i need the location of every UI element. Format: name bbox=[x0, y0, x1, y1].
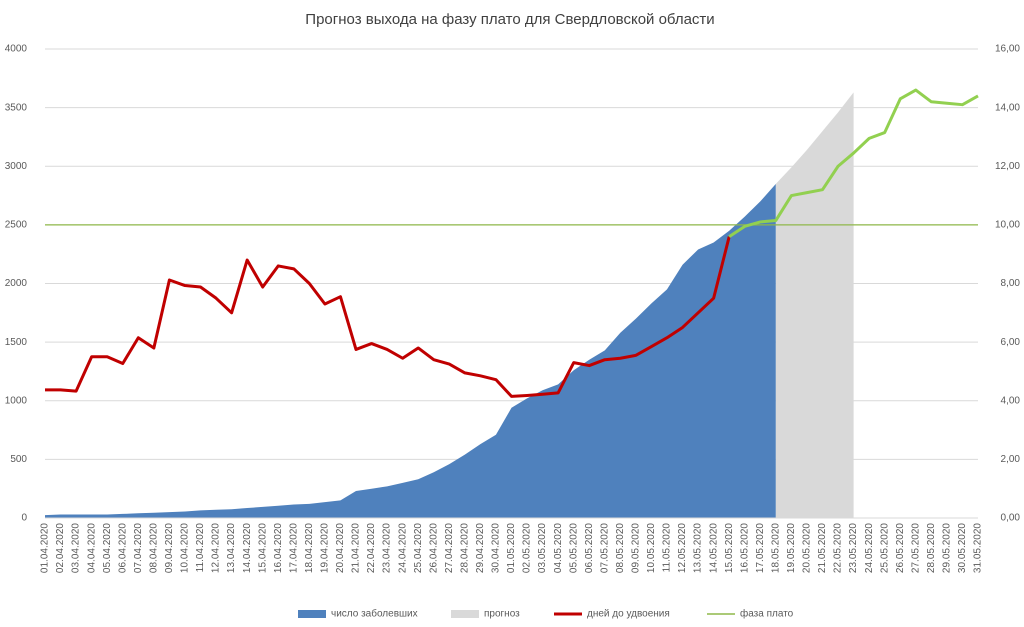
x-tick-label: 09.04.2020 bbox=[164, 523, 175, 573]
y-tick-label: 4000 bbox=[5, 44, 28, 55]
legend-label: число заболевших bbox=[331, 608, 418, 620]
y2-tick-label: 6,00 bbox=[1001, 337, 1021, 348]
area bbox=[775, 92, 854, 518]
y2-tick-label: 10,00 bbox=[995, 220, 1020, 231]
x-tick-label: 13.04.2020 bbox=[226, 523, 237, 573]
x-tick-label: 02.05.2020 bbox=[522, 523, 533, 573]
x-tick-label: 30.05.2020 bbox=[957, 523, 968, 573]
y-tick-label: 1000 bbox=[5, 395, 28, 406]
y-tick-label: 0 bbox=[21, 513, 27, 524]
x-tick-label: 18.04.2020 bbox=[304, 523, 315, 573]
x-tick-label: 04.04.2020 bbox=[86, 523, 97, 573]
x-tick-label: 11.04.2020 bbox=[195, 523, 206, 573]
x-tick-label: 23.05.2020 bbox=[848, 523, 859, 573]
y-tick-label: 3000 bbox=[5, 161, 28, 172]
legend-swatch bbox=[298, 610, 326, 618]
x-tick-label: 28.04.2020 bbox=[459, 523, 470, 573]
x-tick-label: 14.04.2020 bbox=[242, 523, 253, 573]
y2-tick-label: 8,00 bbox=[1001, 278, 1021, 289]
x-tick-label: 15.04.2020 bbox=[257, 523, 268, 573]
y-tick-label: 3500 bbox=[5, 102, 28, 113]
legend-swatch bbox=[451, 610, 479, 618]
x-tick-label: 17.05.2020 bbox=[755, 523, 766, 573]
x-tick-label: 14.05.2020 bbox=[708, 523, 719, 573]
x-tick-label: 03.04.2020 bbox=[71, 523, 82, 573]
line bbox=[728, 88, 979, 238]
x-tick-label: 12.05.2020 bbox=[677, 523, 688, 573]
x-tick-label: 29.04.2020 bbox=[475, 523, 486, 573]
line bbox=[45, 236, 731, 398]
x-tick-label: 01.05.2020 bbox=[506, 523, 517, 573]
y-tick-label: 500 bbox=[10, 454, 27, 465]
x-tick-label: 20.04.2020 bbox=[335, 523, 346, 573]
legend-label: прогноз bbox=[484, 609, 520, 620]
x-tick-label: 26.05.2020 bbox=[895, 523, 906, 573]
x-tick-label: 31.05.2020 bbox=[973, 523, 984, 573]
x-tick-label: 03.05.2020 bbox=[537, 523, 548, 573]
x-tick-label: 18.05.2020 bbox=[770, 523, 781, 573]
x-tick-label: 22.05.2020 bbox=[833, 523, 844, 573]
x-tick-label: 19.05.2020 bbox=[786, 523, 797, 573]
chart-title: Прогноз выхода на фазу плато для Свердло… bbox=[305, 11, 714, 28]
legend-label: дней до удвоения bbox=[587, 609, 670, 620]
y2-tick-label: 4,00 bbox=[1001, 395, 1021, 406]
x-tick-label: 24.04.2020 bbox=[397, 523, 408, 573]
x-tick-label: 16.05.2020 bbox=[739, 523, 750, 573]
x-tick-label: 10.05.2020 bbox=[646, 523, 657, 573]
y-tick-label: 2500 bbox=[5, 220, 28, 231]
area bbox=[45, 183, 776, 518]
x-tick-label: 27.05.2020 bbox=[910, 523, 921, 573]
y2-tick-label: 12,00 bbox=[995, 161, 1020, 172]
x-tick-label: 01.04.2020 bbox=[40, 523, 51, 573]
x-tick-label: 13.05.2020 bbox=[693, 523, 704, 573]
x-tick-label: 10.04.2020 bbox=[180, 523, 191, 573]
x-tick-label: 12.04.2020 bbox=[211, 523, 222, 573]
y2-tick-label: 2,00 bbox=[1001, 454, 1021, 465]
x-tick-label: 15.05.2020 bbox=[724, 523, 735, 573]
x-tick-label: 08.04.2020 bbox=[148, 523, 159, 573]
x-tick-label: 08.05.2020 bbox=[615, 523, 626, 573]
x-tick-label: 05.05.2020 bbox=[568, 523, 579, 573]
x-tick-label: 06.05.2020 bbox=[584, 523, 595, 573]
x-tick-label: 05.04.2020 bbox=[102, 523, 113, 573]
x-tick-label: 07.04.2020 bbox=[133, 523, 144, 573]
x-tick-label: 04.05.2020 bbox=[553, 523, 564, 573]
y-tick-label: 2000 bbox=[5, 278, 28, 289]
x-tick-label: 24.05.2020 bbox=[864, 523, 875, 573]
x-tick-label: 21.04.2020 bbox=[351, 523, 362, 573]
x-tick-label: 25.04.2020 bbox=[413, 523, 424, 573]
x-tick-label: 16.04.2020 bbox=[273, 523, 284, 573]
x-tick-label: 30.04.2020 bbox=[491, 523, 502, 573]
x-tick-label: 09.05.2020 bbox=[631, 523, 642, 573]
x-tick-label: 21.05.2020 bbox=[817, 523, 828, 573]
x-tick-label: 11.05.2020 bbox=[662, 523, 673, 573]
y2-tick-label: 16,00 bbox=[995, 44, 1020, 55]
x-tick-label: 25.05.2020 bbox=[879, 523, 890, 573]
y2-tick-label: 14,00 bbox=[995, 102, 1020, 113]
legend-label: фаза плато bbox=[740, 608, 794, 620]
x-tick-label: 29.05.2020 bbox=[942, 523, 953, 573]
x-tick-label: 26.04.2020 bbox=[428, 523, 439, 573]
x-tick-label: 20.05.2020 bbox=[802, 523, 813, 573]
y-tick-label: 1500 bbox=[5, 337, 28, 348]
x-tick-label: 28.05.2020 bbox=[926, 523, 937, 573]
x-tick-label: 27.04.2020 bbox=[444, 523, 455, 573]
x-tick-label: 22.04.2020 bbox=[366, 523, 377, 573]
x-tick-label: 17.04.2020 bbox=[288, 523, 299, 573]
x-tick-label: 23.04.2020 bbox=[382, 523, 393, 573]
x-tick-label: 06.04.2020 bbox=[117, 523, 128, 573]
x-tick-label: 07.05.2020 bbox=[599, 523, 610, 573]
x-tick-label: 19.04.2020 bbox=[320, 523, 331, 573]
y2-tick-label: 0,00 bbox=[1001, 513, 1021, 524]
x-tick-label: 02.04.2020 bbox=[55, 523, 66, 573]
